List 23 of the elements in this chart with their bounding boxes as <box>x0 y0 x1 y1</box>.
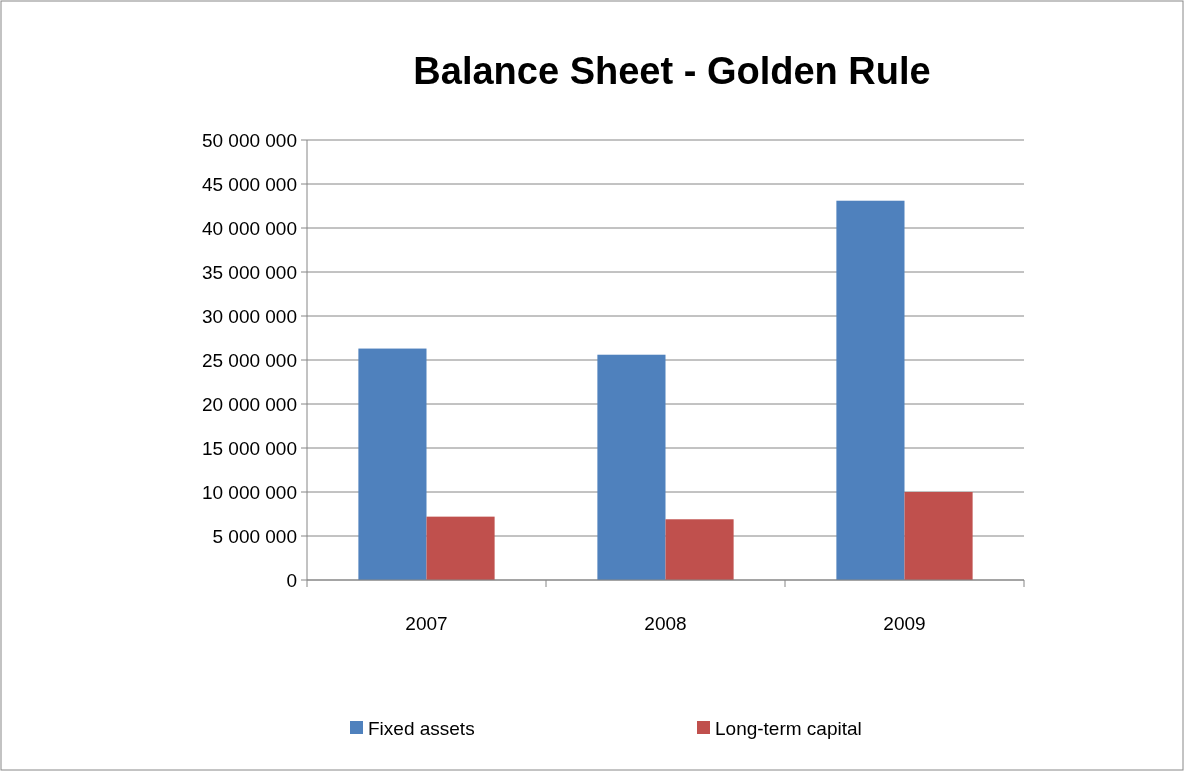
bar <box>665 519 734 580</box>
bar <box>836 200 905 580</box>
y-tick-label: 40 000 000 <box>201 217 297 239</box>
y-tick-label: 10 000 000 <box>201 481 297 503</box>
y-tick-label: 15 000 000 <box>201 437 297 459</box>
y-tick-label: 5 000 000 <box>212 525 297 547</box>
y-tick-label: 35 000 000 <box>201 261 297 283</box>
legend-label: Long-term capital <box>715 717 862 739</box>
x-tick-label: 2009 <box>883 613 926 634</box>
y-tick-label: 45 000 000 <box>201 173 297 195</box>
y-tick-label: 0 <box>286 569 297 591</box>
y-tick-label: 30 000 000 <box>201 305 297 327</box>
bar <box>597 354 666 580</box>
legend-label: Fixed assets <box>368 717 475 739</box>
x-tick-label: 2007 <box>405 613 448 634</box>
chart-title: Balance Sheet - Golden Rule <box>413 50 931 92</box>
y-tick-label: 50 000 000 <box>201 129 297 151</box>
y-tick-label: 20 000 000 <box>201 393 297 415</box>
y-tick-label: 25 000 000 <box>201 349 297 371</box>
bar <box>904 492 973 580</box>
bar <box>426 516 495 580</box>
x-tick-label: 2008 <box>644 613 687 634</box>
bar <box>358 348 427 580</box>
